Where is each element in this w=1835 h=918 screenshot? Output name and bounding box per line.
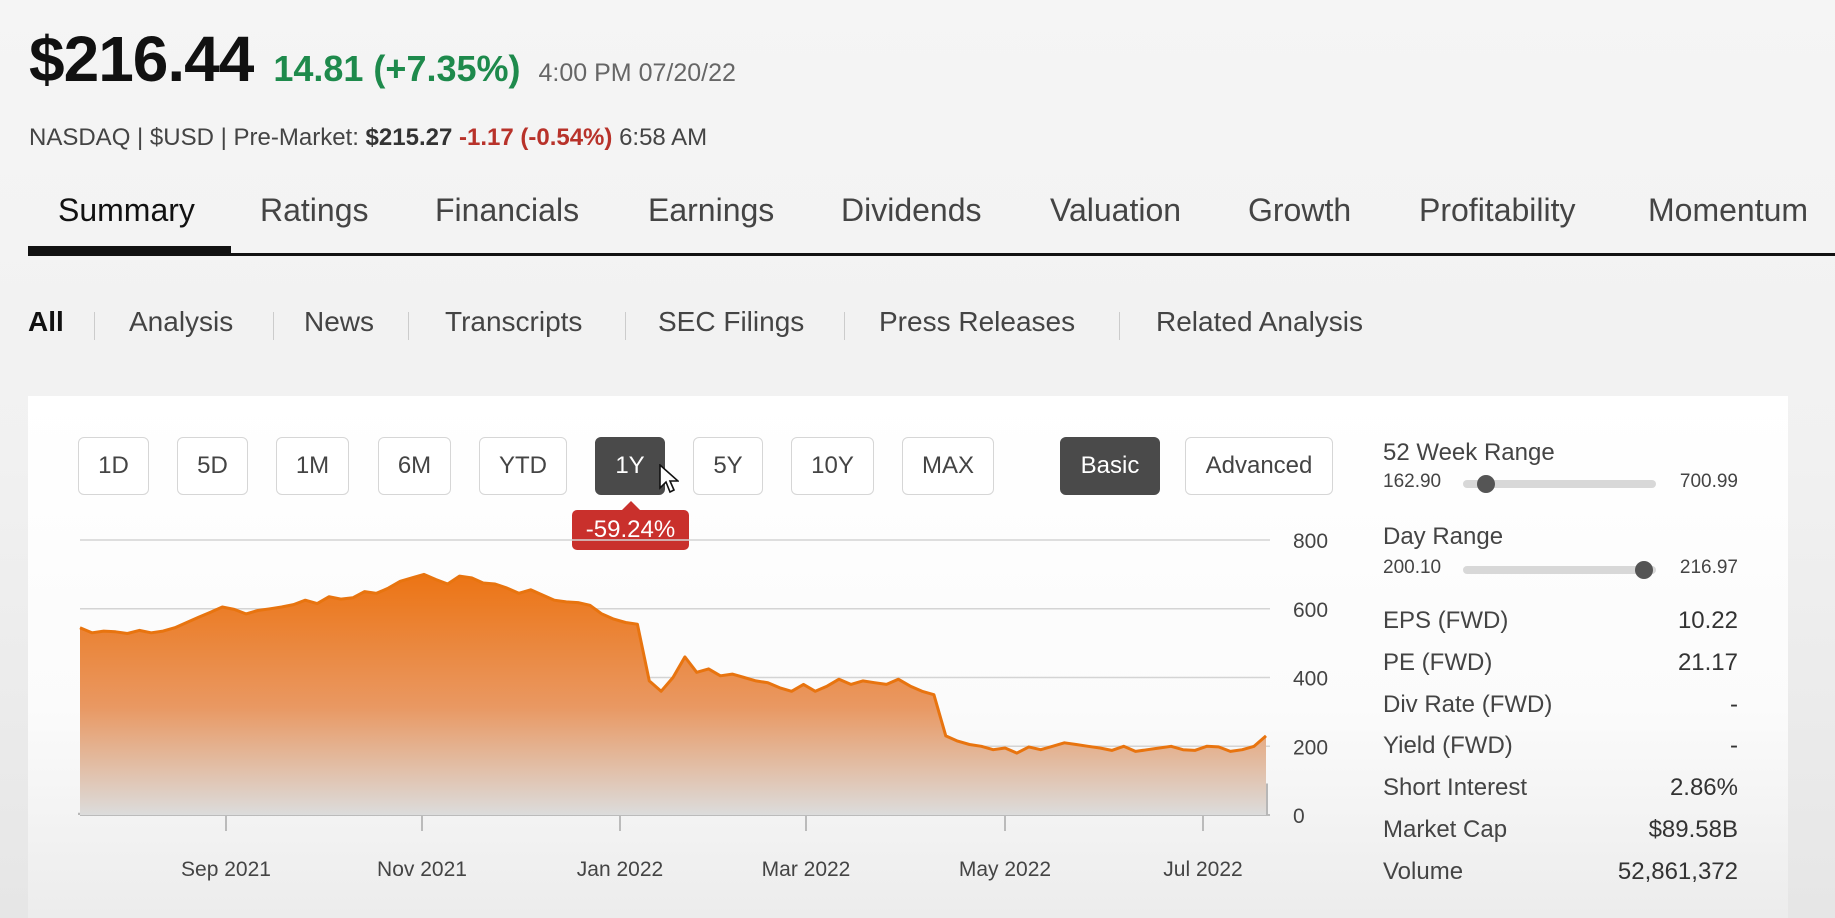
premarket-time: 6:58 AM bbox=[619, 124, 708, 151]
x-axis-labels: Sep 2021 Nov 2021 Jan 2022 Mar 2022 May 2022… bbox=[181, 815, 1243, 881]
week52-low: 162.90 bbox=[1383, 471, 1442, 492]
stat-label: Div Rate (FWD) bbox=[1383, 691, 1553, 718]
subnav-related-analysis[interactable]: Related Analysis bbox=[1156, 306, 1364, 337]
stat-value: 10.22 bbox=[1677, 607, 1738, 634]
stat-value: 2.86% bbox=[1669, 774, 1738, 801]
range-max-button[interactable]: MAX bbox=[902, 437, 994, 495]
day-range-bar bbox=[1463, 561, 1656, 579]
subnav-news[interactable]: News bbox=[304, 306, 375, 337]
stat-value: 52,861,372 bbox=[1617, 858, 1738, 885]
stat-row-pe: PE (FWD) 21.17 bbox=[1383, 649, 1738, 681]
stat-row-short-interest: Short Interest 2.86% bbox=[1383, 774, 1738, 806]
premarket-change: -1.17 (-0.54%) bbox=[458, 124, 613, 151]
x-tick-label: Mar 2022 bbox=[762, 858, 851, 881]
range-5d-button[interactable]: 5D bbox=[177, 437, 248, 495]
advanced-mode-button[interactable]: Advanced bbox=[1185, 437, 1333, 495]
stat-label: Volume bbox=[1383, 858, 1464, 885]
tab-profitability[interactable]: Profitability bbox=[1419, 192, 1576, 228]
y-tick-label: 600 bbox=[1293, 599, 1328, 622]
day-range-marker bbox=[1634, 561, 1653, 579]
day-high: 216.97 bbox=[1679, 557, 1738, 578]
range-1d-button[interactable]: 1D bbox=[78, 437, 149, 495]
x-tick-label: May 2022 bbox=[959, 858, 1051, 881]
range-10y-button[interactable]: 10Y bbox=[791, 437, 874, 495]
stat-label: PE (FWD) bbox=[1383, 649, 1493, 676]
quote-timestamp: 4:00 PM 07/20/22 bbox=[538, 59, 736, 87]
stat-row-div-rate: Div Rate (FWD) - bbox=[1383, 691, 1738, 723]
range-1y-button[interactable]: 1Y bbox=[595, 437, 665, 495]
price-line bbox=[79, 572, 1267, 755]
price-area bbox=[80, 574, 1266, 815]
main-tabs: Summary Ratings Financials Earnings Divi… bbox=[28, 172, 1835, 256]
price-change: 14.81 (+7.35%) bbox=[273, 48, 521, 89]
tab-earnings[interactable]: Earnings bbox=[648, 192, 775, 228]
premarket-line: NASDAQ | $USD | Pre-Market: $215.27 -1.1… bbox=[29, 124, 707, 152]
stat-row-volume: Volume 52,861,372 bbox=[1383, 858, 1738, 890]
range-6m-button[interactable]: 6M bbox=[378, 437, 451, 495]
tab-financials[interactable]: Financials bbox=[435, 192, 580, 228]
y-axis-labels: 0 200 400 600 800 bbox=[1293, 530, 1328, 828]
stat-row-market-cap: Market Cap $89.58B bbox=[1383, 816, 1738, 848]
stat-value: - bbox=[1730, 732, 1738, 759]
stat-label: Yield (FWD) bbox=[1383, 732, 1513, 759]
quote-header: $216.44 14.81 (+7.35%) 4:00 PM 07/20/22 bbox=[29, 22, 736, 95]
range-change-tooltip: -59.24% bbox=[572, 501, 689, 550]
tab-dividends[interactable]: Dividends bbox=[841, 192, 982, 228]
subnav-divider bbox=[625, 312, 626, 340]
x-tick-label: Sep 2021 bbox=[181, 858, 271, 881]
week52-range-bar bbox=[1463, 475, 1656, 493]
tab-valuation[interactable]: Valuation bbox=[1050, 192, 1182, 228]
y-tick-label: 800 bbox=[1293, 530, 1328, 553]
x-tick-label: Jan 2022 bbox=[577, 858, 663, 881]
tab-momentum[interactable]: Momentum bbox=[1648, 192, 1809, 228]
subnav-transcripts[interactable]: Transcripts bbox=[445, 306, 583, 337]
tab-summary[interactable]: Summary bbox=[58, 192, 195, 228]
x-tick-label: Nov 2021 bbox=[377, 858, 467, 881]
subnav-divider bbox=[94, 312, 95, 340]
y-tick-label: 200 bbox=[1293, 736, 1328, 759]
subnav-divider bbox=[844, 312, 845, 340]
day-range-label: Day Range bbox=[1383, 523, 1504, 550]
stat-label: Market Cap bbox=[1383, 816, 1508, 843]
range-ytd-button[interactable]: YTD bbox=[479, 437, 567, 495]
day-low: 200.10 bbox=[1383, 557, 1442, 578]
exchange-info: NASDAQ | $USD | Pre-Market: bbox=[29, 124, 366, 151]
subnav-divider bbox=[408, 312, 409, 340]
range-1m-button[interactable]: 1M bbox=[276, 437, 349, 495]
week52-range-label: 52 Week Range bbox=[1383, 439, 1555, 466]
week52-range-marker bbox=[1477, 475, 1495, 493]
y-tick-label: 400 bbox=[1293, 668, 1328, 691]
x-tick-label: Jul 2022 bbox=[1163, 858, 1242, 881]
active-tab-indicator bbox=[28, 246, 231, 256]
subnav-divider bbox=[1119, 312, 1120, 340]
stock-price: $216.44 bbox=[29, 23, 254, 95]
tab-ratings[interactable]: Ratings bbox=[260, 192, 369, 228]
price-chart: 0 200 400 600 800 Sep 2021 Nov 2021 Jan 2022 Ma… bbox=[78, 530, 1328, 881]
stat-value: 21.17 bbox=[1677, 649, 1738, 676]
tab-growth[interactable]: Growth bbox=[1248, 192, 1352, 228]
stat-value: - bbox=[1730, 691, 1738, 718]
stat-label: EPS (FWD) bbox=[1383, 607, 1509, 634]
stat-row-yield: Yield (FWD) - bbox=[1383, 732, 1738, 764]
range-5y-button[interactable]: 5Y bbox=[693, 437, 763, 495]
subnav-all[interactable]: All bbox=[28, 306, 64, 337]
subnav-analysis[interactable]: Analysis bbox=[129, 306, 234, 337]
y-tick-label: 0 bbox=[1293, 805, 1305, 828]
basic-mode-button[interactable]: Basic bbox=[1060, 437, 1160, 495]
premarket-price: $215.27 bbox=[365, 124, 453, 151]
stat-label: Short Interest bbox=[1383, 774, 1528, 801]
subnav-press-releases[interactable]: Press Releases bbox=[879, 306, 1076, 337]
stat-value: $89.58B bbox=[1648, 816, 1738, 843]
subnav-sec-filings[interactable]: SEC Filings bbox=[658, 306, 805, 337]
subnav-divider bbox=[273, 312, 274, 340]
mouse-cursor-icon bbox=[659, 464, 679, 494]
stat-row-eps: EPS (FWD) 10.22 bbox=[1383, 607, 1738, 639]
week52-high: 700.99 bbox=[1679, 471, 1738, 492]
